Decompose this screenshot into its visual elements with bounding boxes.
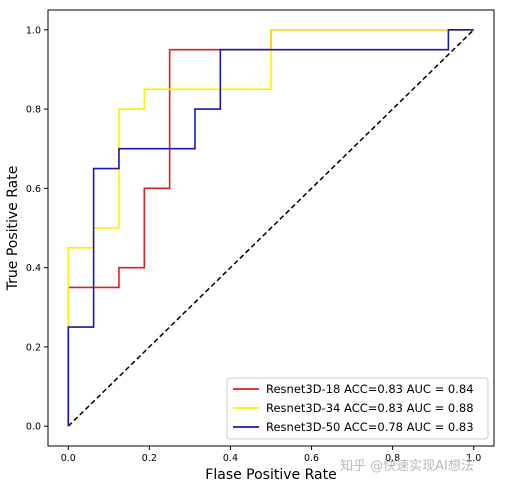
y-tick-label: 0.6 (26, 184, 41, 195)
legend-label-3: Resnet3D-50 ACC=0.78 AUC = 0.83 (266, 420, 474, 434)
x-axis-label: Flase Positive Rate (205, 467, 336, 483)
legend-label-2: Resnet3D-34 ACC=0.83 AUC = 0.88 (266, 401, 474, 415)
y-tick-label: 0.8 (26, 105, 41, 116)
x-tick-label: 0.8 (385, 453, 400, 464)
x-tick-label: 0.4 (223, 453, 238, 464)
reference-diagonal-line (67, 29, 475, 427)
y-tick-label: 0.4 (26, 263, 41, 274)
x-tick-label: 0.6 (304, 453, 319, 464)
legend-label-1: Resnet3D-18 ACC=0.83 AUC = 0.84 (266, 382, 474, 396)
y-axis-label: True Positive Rate (5, 166, 21, 292)
y-tick-label: 1.0 (26, 25, 41, 36)
y-tick-label: 0.2 (26, 342, 41, 353)
plot-area (47, 9, 495, 447)
plot-frame (47, 9, 495, 447)
watermark-text: 知乎 @快速实现AI想法 (340, 458, 474, 474)
series-line-3 (67, 29, 474, 427)
axis-ticks: 0.0 0.2 0.4 0.6 0.8 1.0 0.0 0.2 0.4 0.6 0.8 1.0 (26, 25, 481, 464)
x-tick-label: 1.0 (466, 453, 481, 464)
legend: Resnet3D-18 ACC=0.83 AUC = 0.84 Resnet3D-… (226, 377, 489, 440)
x-tick-label: 0.2 (142, 453, 157, 464)
legend-box (226, 377, 489, 440)
y-tick-label: 0.0 (26, 422, 41, 433)
x-tick-label: 0.0 (61, 453, 76, 464)
